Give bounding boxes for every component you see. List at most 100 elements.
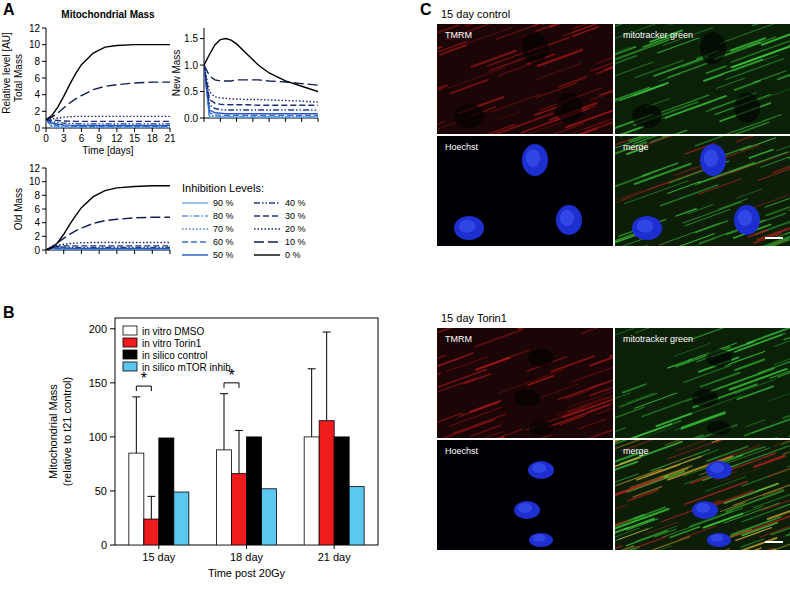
texture — [500, 369, 565, 392]
x-tick — [152, 250, 153, 254]
texture — [642, 397, 696, 417]
series-line — [46, 120, 170, 127]
error-bar-cap — [323, 332, 331, 333]
x-tick-label: 6 — [79, 133, 85, 144]
series-line — [46, 120, 170, 128]
series-line — [46, 242, 170, 250]
legend-label: in silico control — [142, 350, 208, 361]
texture — [622, 421, 681, 438]
y-tick — [42, 78, 46, 79]
nucleus — [707, 533, 731, 547]
texture — [699, 179, 742, 194]
x-tick-label: 0 — [43, 133, 49, 144]
y-tick-label: 100 — [89, 431, 107, 443]
legend-swatch — [123, 362, 137, 371]
y-tick — [110, 490, 115, 491]
texture — [635, 393, 677, 408]
error-bar — [323, 332, 331, 421]
texture — [528, 376, 553, 385]
texture — [437, 413, 462, 431]
channel-label: TMRM — [445, 30, 472, 40]
texture — [704, 75, 723, 82]
texture — [464, 374, 491, 384]
y-tick-label: 8 — [34, 56, 40, 67]
bar — [159, 438, 174, 545]
texture — [770, 383, 790, 401]
texture — [437, 122, 444, 132]
channel-label: mitotracker green — [623, 30, 693, 40]
nucleus-highlight — [710, 463, 724, 473]
nucleus — [556, 205, 582, 235]
legend-swatch — [123, 350, 137, 359]
legend-swatch — [123, 326, 137, 335]
micrograph-background — [437, 136, 613, 246]
texture — [437, 89, 443, 97]
error-bar — [132, 397, 140, 453]
x-tick — [116, 250, 117, 254]
micrograph — [437, 136, 613, 246]
nucleus-shadow — [529, 421, 553, 435]
texture — [688, 205, 713, 214]
texture — [716, 440, 767, 442]
error-bar-stem — [326, 332, 327, 421]
plot-area — [46, 45, 170, 128]
legend-label: in vitro Torin1 — [142, 338, 202, 349]
texture — [763, 240, 786, 246]
y-tick-label: 200 — [89, 323, 107, 335]
series-line — [46, 186, 170, 250]
bar — [334, 437, 349, 545]
texture — [615, 440, 673, 442]
channel-label: mitotracker green — [623, 334, 693, 344]
y-tick — [110, 382, 115, 383]
texture — [437, 122, 458, 134]
x-tick-label: 15 day — [142, 551, 176, 563]
plot-area — [129, 332, 364, 545]
nucleus — [454, 216, 484, 240]
micrograph — [437, 440, 613, 550]
x-tick — [81, 250, 82, 254]
texture — [707, 66, 726, 73]
texture — [674, 549, 729, 550]
series-line — [46, 120, 170, 124]
texture — [712, 440, 747, 442]
x-tick — [252, 118, 253, 122]
legend-label: 0 % — [285, 250, 301, 260]
y-tick-label: 0.5 — [184, 86, 198, 97]
texture — [618, 529, 648, 540]
nucleus — [528, 461, 554, 479]
texture — [622, 130, 686, 134]
texture — [446, 24, 497, 39]
texture — [781, 426, 790, 438]
texture — [714, 549, 772, 550]
texture — [596, 47, 613, 64]
texture — [560, 416, 585, 425]
texture — [438, 420, 495, 438]
channel-label: Hoechst — [445, 446, 479, 456]
error-bar-stem — [224, 394, 225, 450]
y-tick-label: 2 — [34, 231, 40, 242]
texture — [610, 344, 613, 357]
series-line — [204, 39, 318, 92]
nucleus — [706, 461, 732, 479]
plot-area — [46, 186, 170, 250]
y-tick — [42, 44, 46, 45]
x-tick — [99, 128, 100, 132]
error-bar-cap — [308, 368, 316, 369]
texture — [736, 379, 776, 393]
micrograph — [615, 328, 790, 438]
texture — [628, 490, 658, 501]
texture — [636, 456, 701, 479]
series-line — [204, 65, 318, 102]
shared-y-label: Relative level [AU] — [1, 32, 12, 114]
texture — [572, 27, 598, 36]
texture — [615, 478, 663, 498]
texture — [661, 501, 720, 522]
legend-title: Inhibition Levels: — [182, 182, 264, 194]
texture — [615, 546, 622, 550]
x-tick — [63, 250, 64, 254]
texture — [731, 45, 790, 68]
texture — [600, 86, 613, 95]
texture — [768, 466, 790, 477]
texture — [580, 422, 613, 438]
texture — [785, 220, 790, 234]
